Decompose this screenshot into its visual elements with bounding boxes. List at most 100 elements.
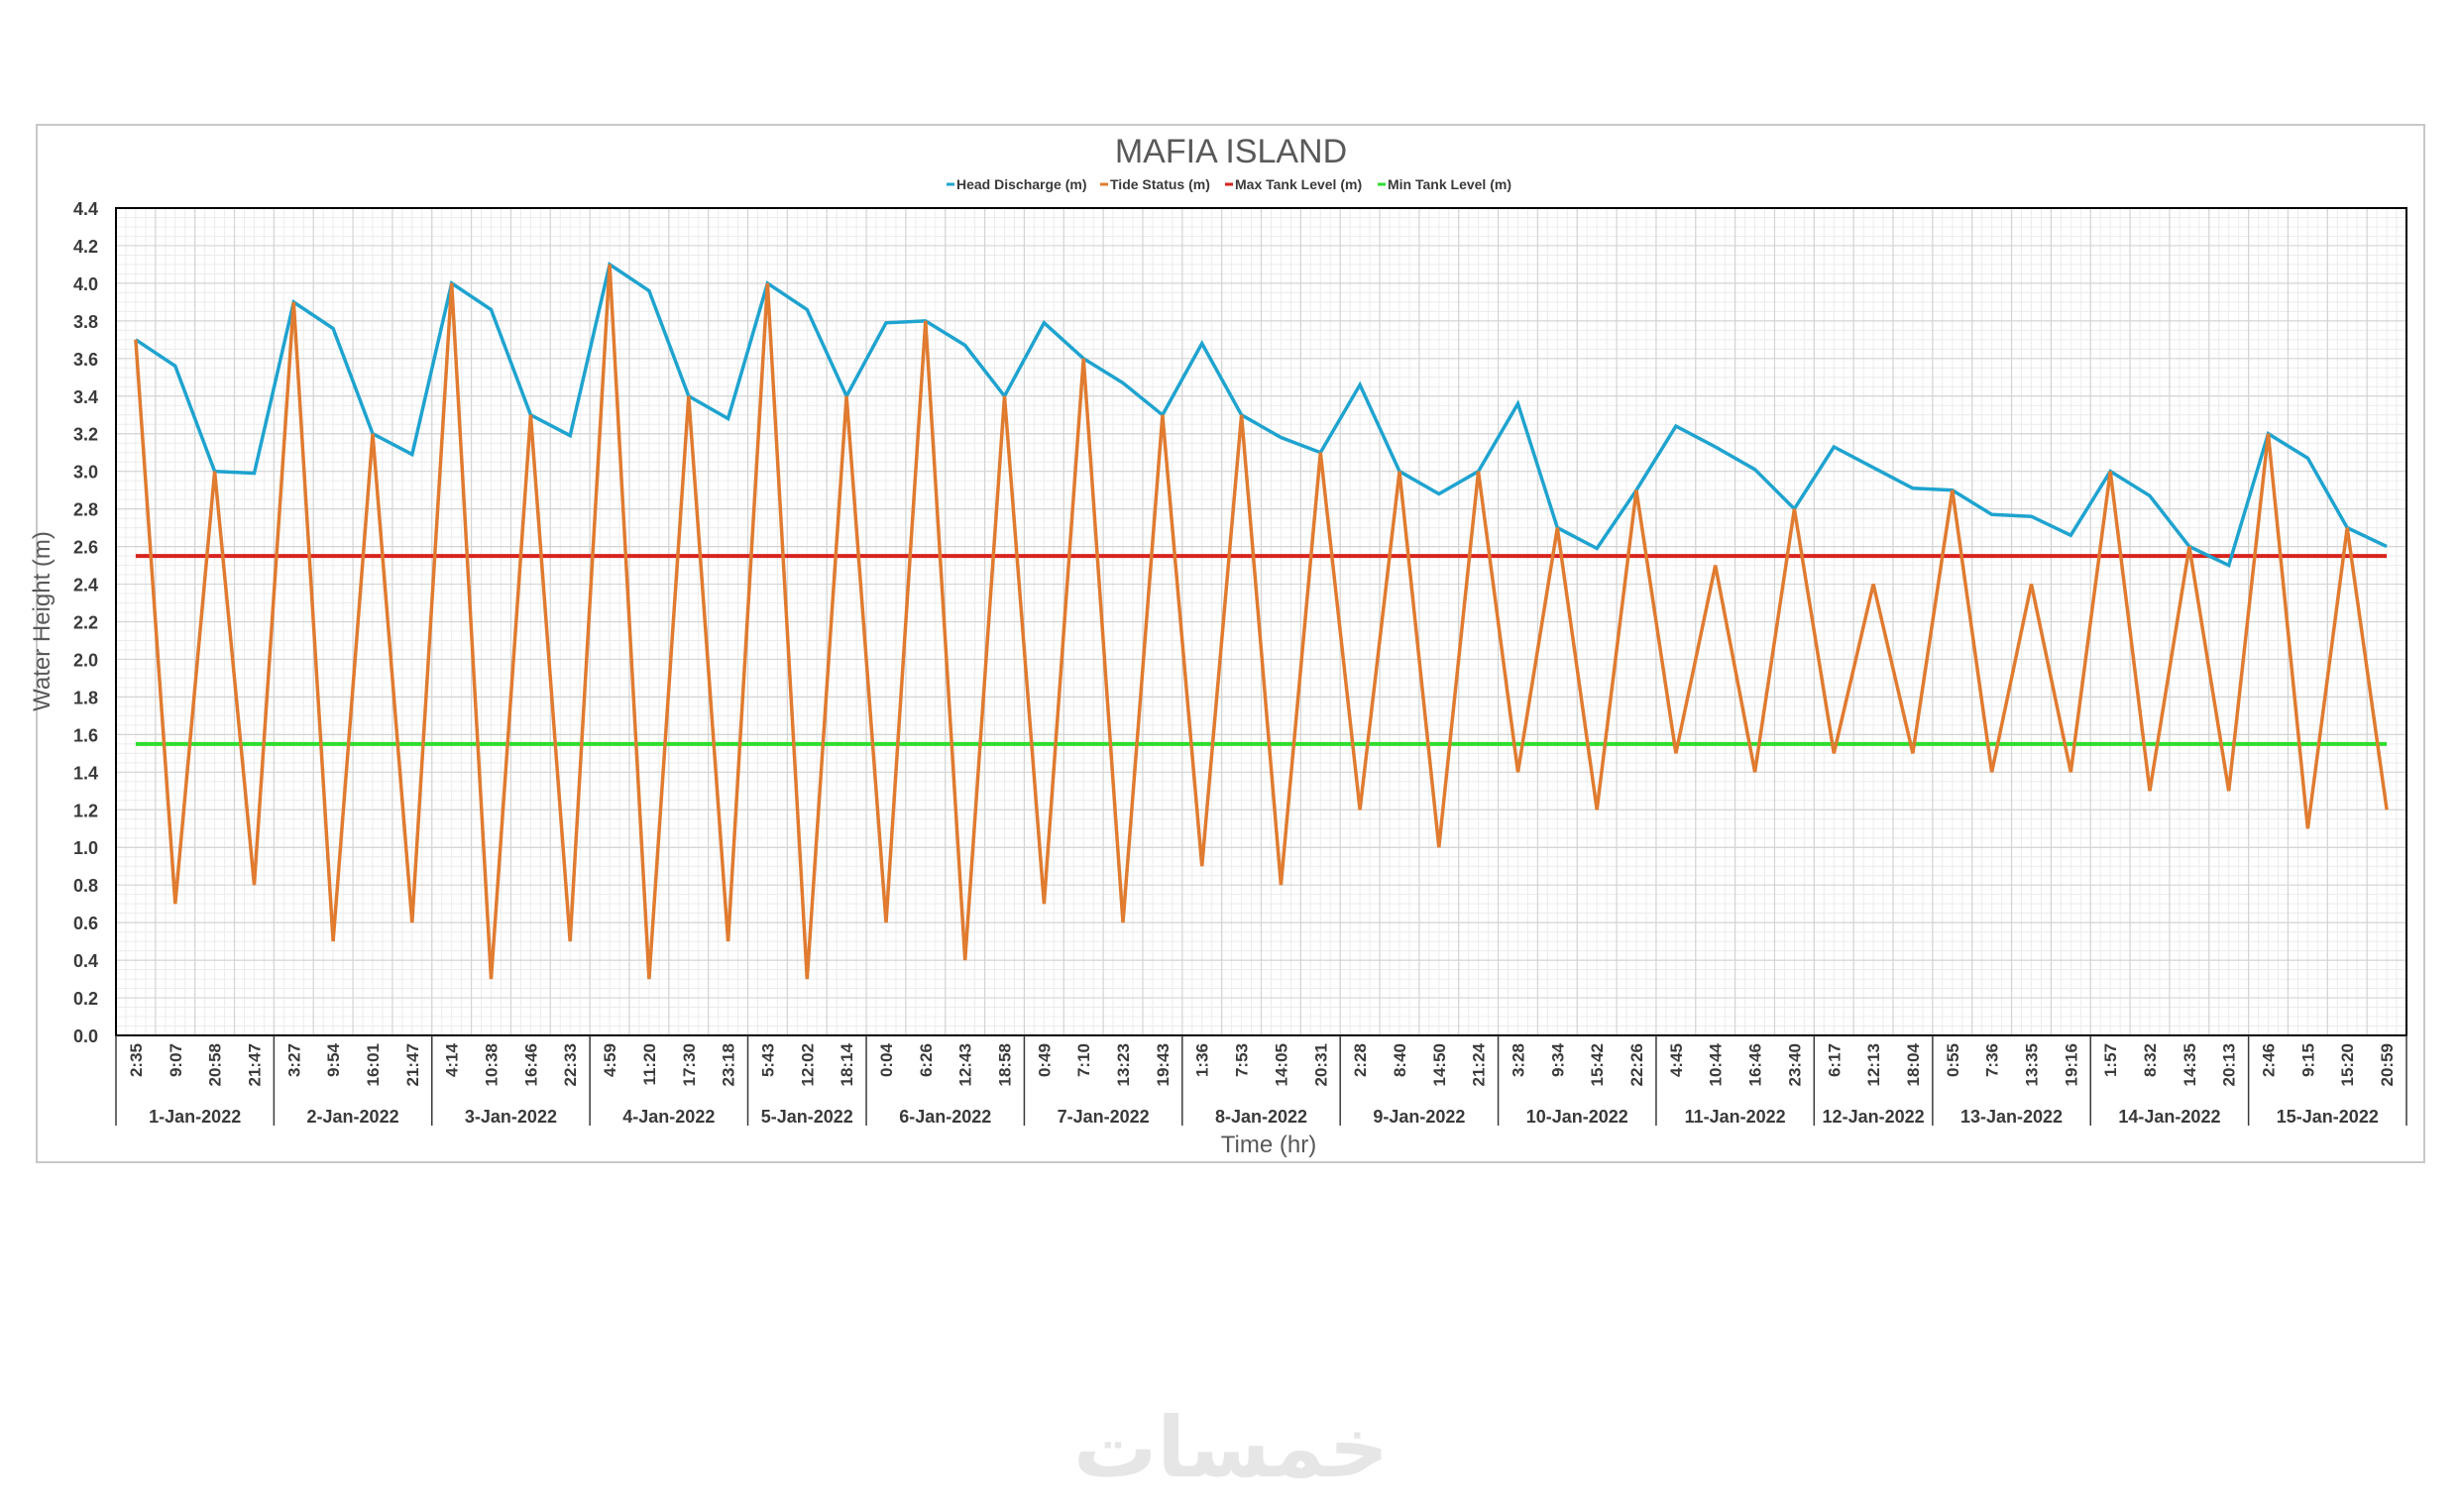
y-tick-label: 4.2	[73, 237, 98, 257]
date-group-label: 7-Jan-2022	[1058, 1107, 1150, 1127]
x-tick-label: 18:04	[1904, 1042, 1923, 1086]
x-tick-label: 20:59	[2378, 1043, 2397, 1086]
x-tick-label: 7:36	[1983, 1043, 2002, 1077]
x-tick-label: 21:24	[1470, 1042, 1489, 1086]
x-tick-label: 20:58	[206, 1043, 225, 1086]
x-tick-label: 6:26	[917, 1043, 936, 1077]
legend-label: Head Discharge (m)	[956, 176, 1086, 192]
x-tick-label: 3:28	[1509, 1043, 1527, 1077]
y-tick-label: 3.4	[73, 387, 98, 407]
y-tick-label: 2.6	[73, 538, 98, 558]
series-line-tide-status-m	[134, 264, 2389, 980]
chart-area-border	[36, 124, 2425, 1163]
date-group-label: 4-Jan-2022	[622, 1107, 715, 1127]
x-tick-label: 22:33	[561, 1043, 580, 1086]
x-tick-label: 22:26	[1627, 1043, 1646, 1086]
x-tick-label: 14:05	[1272, 1043, 1290, 1086]
x-tick-label: 19:43	[1154, 1043, 1173, 1086]
x-tick-label: 16:01	[364, 1043, 383, 1086]
date-group-label: 1-Jan-2022	[149, 1107, 241, 1127]
chart-title: MAFIA ISLAND	[1115, 133, 1347, 170]
x-tick-label: 8:32	[2141, 1043, 2160, 1077]
x-tick-label: 18:58	[996, 1043, 1015, 1086]
date-group-label: 10-Jan-2022	[1526, 1107, 1628, 1127]
x-tick-label: 17:30	[680, 1043, 699, 1086]
x-tick-label: 13:35	[2022, 1043, 2041, 1086]
x-tick-label: 12:13	[1864, 1043, 1883, 1086]
x-tick-label: 9:54	[324, 1042, 343, 1077]
x-tick-label: 7:10	[1074, 1043, 1093, 1077]
date-group-label: 13-Jan-2022	[1960, 1107, 2063, 1127]
plot-area-border	[115, 207, 2407, 1036]
x-tick-label: 2:46	[2260, 1043, 2279, 1077]
x-tick-label: 15:42	[1588, 1043, 1607, 1086]
x-axis-date-groups: 1-Jan-2022 2-Jan-2022 3-Jan-2022 4-Jan-2022…	[115, 1035, 2407, 1127]
x-tick-label: 16:46	[521, 1043, 540, 1086]
x-axis-tick-labels: 2:35 9:07 20:58 21:47 3:27 9:54 16:01 21:47 4:14…	[127, 1042, 2397, 1086]
x-tick-label: 1:36	[1193, 1043, 1212, 1077]
y-tick-label: 0.4	[73, 951, 98, 971]
x-tick-label: 9:34	[1548, 1042, 1567, 1077]
x-tick-label: 2:28	[1351, 1043, 1370, 1077]
y-axis-tick-labels: 0.0 0.2 0.4 0.6 0.8 1.0 1.2 1.4 1.6 1.8 2.0 2.2 2.4 2…	[73, 199, 98, 1046]
x-tick-label: 0:04	[877, 1042, 896, 1077]
y-tick-label: 3.0	[73, 463, 98, 483]
x-tick-label: 4:14	[443, 1042, 462, 1077]
x-tick-label: 12:43	[956, 1043, 975, 1086]
x-tick-label: 14:50	[1430, 1043, 1449, 1086]
x-tick-label: 20:13	[2220, 1043, 2239, 1086]
y-tick-label: 2.4	[73, 576, 98, 595]
y-tick-label: 1.8	[73, 688, 98, 707]
x-tick-label: 11:20	[640, 1043, 659, 1086]
x-tick-label: 4:59	[601, 1043, 619, 1077]
x-tick-label: 4:45	[1667, 1043, 1686, 1077]
x-tick-label: 5:43	[758, 1043, 777, 1077]
y-tick-label: 1.2	[73, 801, 98, 820]
x-tick-label: 9:15	[2298, 1043, 2317, 1077]
date-group-label: 2-Jan-2022	[307, 1107, 399, 1127]
x-tick-label: 12:02	[798, 1043, 817, 1086]
x-tick-label: 19:16	[2062, 1043, 2080, 1086]
date-group-label: 3-Jan-2022	[465, 1107, 557, 1127]
date-group-label: 5-Jan-2022	[761, 1107, 853, 1127]
x-tick-label: 8:40	[1391, 1043, 1409, 1077]
y-tick-label: 4.0	[73, 274, 98, 294]
series-layer	[134, 262, 2389, 980]
x-tick-label: 23:40	[1785, 1043, 1804, 1086]
major-gridlines	[116, 207, 2406, 1036]
y-tick-label: 0.8	[73, 876, 98, 896]
legend: Head Discharge (m) Tide Status (m) Max Tan…	[947, 176, 1511, 192]
y-tick-label: 2.8	[73, 500, 98, 520]
series-line-head-discharge-m	[134, 262, 2388, 569]
legend-label: Max Tank Level (m)	[1235, 176, 1362, 192]
y-tick-label: 1.0	[73, 838, 98, 858]
x-tick-label: 18:14	[838, 1042, 856, 1086]
y-tick-label: 1.6	[73, 725, 98, 745]
x-tick-label: 21:47	[245, 1043, 264, 1086]
y-tick-label: 0.2	[73, 989, 98, 1009]
y-tick-label: 2.0	[73, 650, 98, 670]
date-group-label: 9-Jan-2022	[1373, 1107, 1465, 1127]
x-tick-label: 21:47	[403, 1043, 422, 1086]
x-tick-label: 7:53	[1233, 1043, 1252, 1077]
y-tick-label: 0.6	[73, 914, 98, 933]
x-tick-label: 9:07	[167, 1043, 185, 1077]
x-tick-label: 3:27	[284, 1043, 303, 1077]
x-tick-label: 14:35	[2180, 1043, 2199, 1086]
y-tick-label: 3.6	[73, 350, 98, 370]
x-tick-label: 6:17	[1825, 1043, 1844, 1077]
legend-label: Min Tank Level (m)	[1388, 176, 1511, 192]
watermark-logo: خمسات	[1073, 1399, 1389, 1496]
x-tick-label: 23:18	[720, 1043, 738, 1086]
date-group-label: 8-Jan-2022	[1215, 1107, 1307, 1127]
date-group-label: 15-Jan-2022	[2277, 1107, 2379, 1127]
x-tick-label: 13:23	[1114, 1043, 1133, 1086]
date-group-label: 12-Jan-2022	[1823, 1107, 1925, 1127]
x-axis-title: Time (hr)	[1221, 1132, 1316, 1158]
x-tick-label: 0:49	[1035, 1043, 1054, 1077]
y-axis-title: Water Height (m)	[29, 531, 56, 711]
y-tick-label: 1.4	[73, 763, 98, 783]
x-tick-label: 0:55	[1944, 1043, 1962, 1077]
x-tick-label: 2:35	[127, 1043, 146, 1077]
